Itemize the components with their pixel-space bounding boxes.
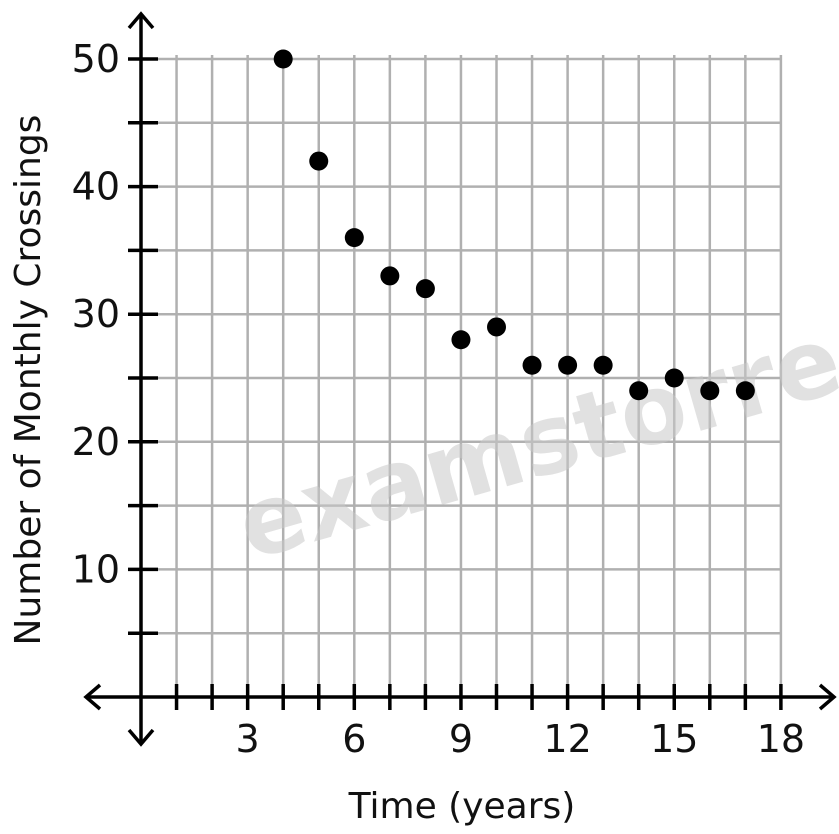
x-axis-label: Time (years): [348, 786, 576, 827]
x-tick-label: 12: [543, 717, 591, 761]
x-tick-label: 6: [342, 717, 366, 761]
data-point: [309, 151, 329, 171]
y-axis-bottom-arrow: [127, 728, 155, 747]
data-point: [344, 228, 364, 248]
tick-labels: 3 6 9 12 15 18 10 20 30 40 50: [72, 37, 805, 761]
y-tick-label: 20: [72, 420, 120, 464]
y-axis-label: Number of Monthly Crossings: [8, 115, 49, 646]
data-point: [664, 368, 684, 388]
y-axis-top-arrow: [127, 11, 155, 30]
x-tick-label: 3: [236, 717, 260, 761]
data-point: [629, 381, 649, 401]
y-tick-label: 10: [72, 547, 120, 591]
data-point: [558, 355, 578, 375]
data-point: [273, 49, 293, 69]
x-axis-right-arrow: [818, 683, 837, 711]
x-axis-left-arrow: [83, 683, 102, 711]
y-tick-label: 30: [72, 292, 120, 336]
data-point: [522, 355, 542, 375]
data-point: [487, 317, 506, 337]
data-point: [415, 279, 435, 299]
data-point: [735, 381, 755, 401]
data-point: [451, 330, 471, 350]
ticks: [128, 57, 783, 710]
x-tick-label: 9: [449, 717, 473, 761]
y-tick-label: 50: [72, 37, 120, 81]
data-point: [593, 355, 613, 375]
data-point: [700, 381, 720, 401]
x-tick-label: 15: [650, 717, 698, 761]
x-tick-label: 18: [757, 717, 805, 761]
data-point: [380, 266, 400, 286]
data-points: [273, 49, 755, 401]
y-tick-label: 40: [72, 165, 120, 209]
